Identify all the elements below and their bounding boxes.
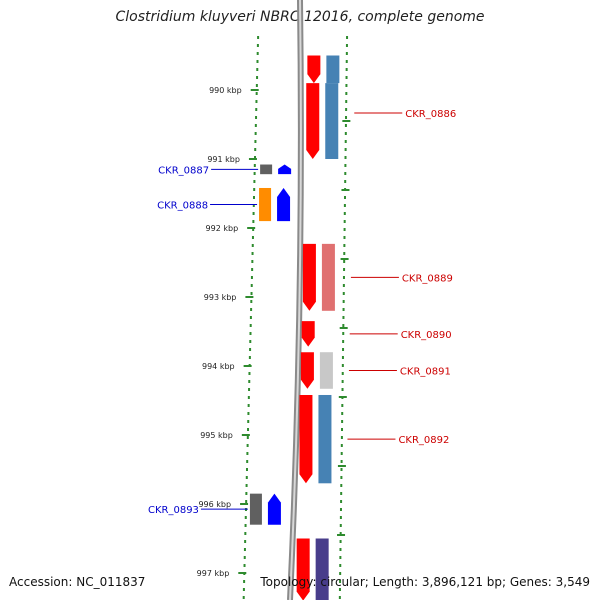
gene-arrow [267,493,281,525]
gene-arrow [296,538,310,600]
dotted-ruler-left [242,36,260,599]
gene-label[interactable]: CKR_0889 [402,273,453,284]
tick-label: 995 kbp [200,431,233,440]
gene-category-bar [249,493,262,525]
dotted-ruler-right [338,36,349,599]
tick-label: 993 kbp [204,293,237,302]
gene-ckr-0892[interactable] [299,394,332,484]
tick-mark-right [337,534,346,536]
tick-label: 994 kbp [202,362,235,371]
gene-arrow [306,83,320,159]
tick-mark-left [248,158,257,160]
tick-mark-left [247,227,256,229]
tick-mark-right [341,189,350,191]
tick-mark-left [240,503,249,505]
gene-category-bar [318,394,332,484]
tick-mark-left [238,572,247,574]
tick-label: 990 kbp [209,86,242,95]
gene-label[interactable]: CKR_0891 [400,366,451,377]
tick-mark-left [243,365,252,367]
gene-ckr-0886[interactable] [306,83,339,159]
gene-ckr-0887[interactable] [260,164,292,175]
gene-arrow [300,352,314,389]
tick-mark-right [342,120,351,122]
gene-label[interactable]: CKR_0892 [398,435,449,446]
tick-label: 992 kbp [206,224,239,233]
tick-mark-right [339,327,348,329]
gene-category-bar [326,55,340,84]
gene-ckr-0889[interactable] [302,243,335,311]
gene-ckr-0891[interactable] [300,352,333,389]
gene-arrow [301,321,315,347]
gene-ckr-0893[interactable] [249,493,281,525]
tick-mark-right [337,465,346,467]
tick-mark-left [245,296,254,298]
gene-category-bar [321,243,335,311]
gene-layer[interactable] [249,55,340,600]
gene-ckr-0890[interactable] [301,321,315,347]
gene-category-bar [325,83,339,159]
tick-label: 991 kbp [207,155,240,164]
tick-label: 996 kbp [198,500,231,509]
label-layer: CKR_0886 CKR_0887 CKR_0888 CKR_0889 CKR_0890… [148,109,456,516]
gene-ckr-0888[interactable] [259,187,291,222]
genome-summary-text: Topology: circular; Length: 3,896,121 bp… [260,575,590,589]
tick-layer: 990 kbp 991 kbp 992 kbp 993 kbp 994 kbp 995 k… [197,86,351,578]
gene-arrow [277,187,291,222]
gene-label[interactable]: CKR_0886 [405,109,456,120]
accession-text: Accession: NC_011837 [9,575,146,589]
gene-label[interactable]: CKR_0893 [148,505,199,516]
gene-arrow [299,394,313,484]
gene-category-bar [259,187,272,222]
gene-arrow [278,164,292,175]
gene-arrow [302,243,316,311]
gene-label[interactable]: CKR_0888 [157,201,208,212]
gene-label[interactable]: CKR_0887 [158,165,209,176]
tick-mark-left [250,89,259,91]
backbone [287,0,304,600]
gene-arrow [307,55,321,84]
tick-label: 997 kbp [197,569,230,578]
gene-category-bar [315,538,329,600]
gene-unlabeled-9[interactable] [296,538,329,600]
gene-category-bar [319,352,333,389]
gene-label[interactable]: CKR_0890 [401,330,452,341]
gene-category-bar [260,164,273,175]
tick-mark-right [338,396,347,398]
gene-unlabeled-0[interactable] [307,55,340,84]
tick-mark-right [340,258,349,260]
tick-mark-left [241,434,250,436]
